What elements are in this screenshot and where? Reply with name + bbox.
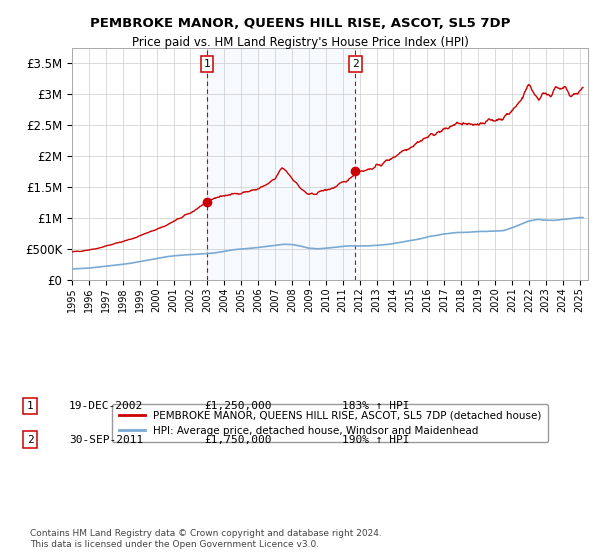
Text: 19-DEC-2002: 19-DEC-2002 [69, 401, 143, 411]
Text: Price paid vs. HM Land Registry's House Price Index (HPI): Price paid vs. HM Land Registry's House … [131, 36, 469, 49]
Legend: PEMBROKE MANOR, QUEENS HILL RISE, ASCOT, SL5 7DP (detached house), HPI: Average : PEMBROKE MANOR, QUEENS HILL RISE, ASCOT,… [112, 404, 548, 442]
Text: 30-SEP-2011: 30-SEP-2011 [69, 435, 143, 445]
Text: 1: 1 [26, 401, 34, 411]
Text: 190% ↑ HPI: 190% ↑ HPI [342, 435, 409, 445]
Text: £1,250,000: £1,250,000 [204, 401, 271, 411]
Text: 1: 1 [203, 59, 210, 69]
Text: 2: 2 [352, 59, 359, 69]
Text: £1,750,000: £1,750,000 [204, 435, 271, 445]
Bar [207, 48, 355, 280]
Text: 2: 2 [26, 435, 34, 445]
Text: Contains HM Land Registry data © Crown copyright and database right 2024.
This d: Contains HM Land Registry data © Crown c… [30, 529, 382, 549]
Text: PEMBROKE MANOR, QUEENS HILL RISE, ASCOT, SL5 7DP: PEMBROKE MANOR, QUEENS HILL RISE, ASCOT,… [90, 17, 510, 30]
Text: 183% ↑ HPI: 183% ↑ HPI [342, 401, 409, 411]
